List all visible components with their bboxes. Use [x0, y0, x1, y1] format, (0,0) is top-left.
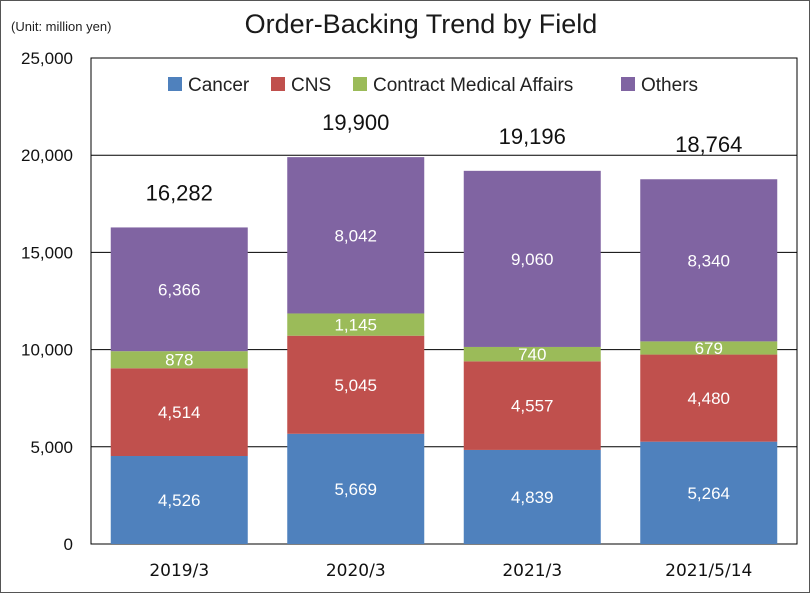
data-label: 5,264	[687, 484, 730, 503]
total-label: 19,196	[499, 124, 566, 149]
bar-segment-cns	[463, 361, 601, 450]
y-tick-label: 5,000	[30, 438, 73, 457]
y-tick-label: 25,000	[21, 49, 73, 68]
bar-segment-cns	[287, 335, 425, 434]
legend-swatch	[621, 77, 635, 91]
bar-segment-others	[640, 179, 778, 342]
data-label: 679	[695, 339, 723, 358]
y-tick-label: 20,000	[21, 146, 73, 165]
bar-segment-cns	[110, 368, 248, 457]
unit-note: (Unit: million yen)	[11, 19, 112, 34]
total-label: 18,764	[675, 132, 742, 157]
data-label: 8,042	[334, 226, 377, 245]
bar-segment-cancer	[463, 449, 601, 544]
data-label: 740	[518, 345, 546, 364]
data-label: 4,526	[158, 491, 201, 510]
data-label: 4,514	[158, 403, 201, 422]
y-tick-label: 15,000	[21, 243, 73, 262]
legend-swatch	[168, 77, 182, 91]
bar-segment-cns	[640, 354, 778, 442]
bar-segment-cancer	[640, 441, 778, 544]
bar-segment-others	[287, 157, 425, 314]
bar-segment-others	[463, 170, 601, 347]
legend-label: Cancer	[188, 75, 250, 96]
data-label: 4,557	[511, 397, 554, 416]
legend-swatch	[353, 77, 367, 91]
x-tick-label: 2021/3	[502, 561, 562, 581]
data-label: 878	[165, 351, 193, 370]
chart-title: Order-Backing Trend by Field	[244, 9, 598, 39]
data-label: 4,839	[511, 488, 554, 507]
data-label: 5,045	[334, 376, 377, 395]
data-label: 9,060	[511, 250, 554, 269]
bar-segment-contract-medical-affairs	[287, 313, 425, 336]
legend-label: Contract Medical Affairs	[373, 75, 573, 96]
data-label: 8,340	[687, 251, 730, 270]
legend-label: CNS	[291, 75, 331, 96]
bar-segment-contract-medical-affairs	[640, 341, 778, 355]
data-label: 1,145	[334, 316, 377, 335]
data-label: 4,480	[687, 389, 730, 408]
bar-segment-contract-medical-affairs	[110, 351, 248, 369]
plot-area-border	[90, 57, 798, 545]
bar-segment-others	[110, 227, 248, 352]
total-label: 19,900	[322, 110, 389, 135]
legend-swatch	[271, 77, 285, 91]
bar-segment-cancer	[287, 433, 425, 544]
y-tick-label: 0	[64, 535, 73, 554]
legend-label: Others	[641, 75, 698, 96]
x-tick-label: 2019/3	[149, 561, 209, 581]
data-label: 5,669	[334, 480, 377, 499]
data-label: 6,366	[158, 280, 201, 299]
y-tick-label: 10,000	[21, 341, 73, 360]
bar-segment-contract-medical-affairs	[463, 346, 601, 362]
total-label: 16,282	[146, 180, 213, 205]
x-tick-label: 2020/3	[326, 561, 386, 581]
x-tick-label: 2021/5/14	[665, 561, 752, 581]
bar-segment-cancer	[110, 456, 248, 544]
